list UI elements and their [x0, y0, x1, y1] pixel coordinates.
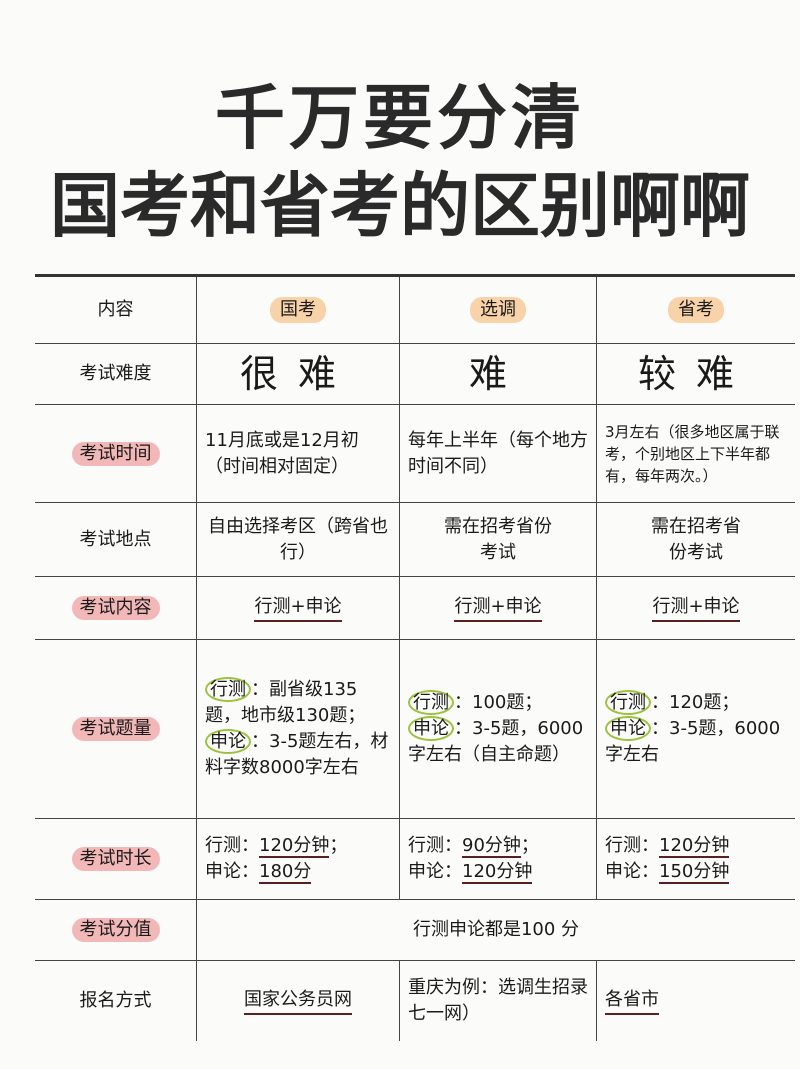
- header-shengkao: 省考: [597, 277, 795, 343]
- cell-value: 120分钟: [462, 861, 533, 884]
- cell-value: 120分钟: [659, 835, 730, 858]
- cell-text: ：120题；: [651, 692, 740, 713]
- comparison-table: 内容 国考 选调 省考 考试难度 很难 难 较难 考试时间 11月底或是12月初…: [35, 274, 795, 1041]
- row-content: 考试内容 行测+申论 行测+申论 行测+申论: [35, 577, 795, 640]
- cell: 行测 ：120题； 申论 ：3-5题，6000字左右: [597, 640, 795, 818]
- cell: 行测申论都是100 分: [412, 919, 580, 940]
- cell-text: ；: [520, 835, 539, 856]
- cell: 行测 ：副省级135题，地市级130题； 申论 ：3-5题左右，材料字数8000字左右: [197, 640, 400, 818]
- row-label: 考试时长: [35, 819, 197, 899]
- cell-text: 申论：: [605, 861, 659, 882]
- row-label: 考试难度: [35, 344, 197, 404]
- title-line-2: 国考和省考的区别啊啊: [50, 165, 750, 247]
- cell-text: 行测：: [205, 835, 259, 856]
- cell-text: 各省市: [605, 987, 659, 1015]
- cell-value: 150分钟: [659, 861, 730, 884]
- shenlun-circle: 申论: [408, 716, 454, 741]
- row-label: 考试题量: [35, 640, 197, 818]
- col-guokao: 国考: [270, 297, 326, 323]
- cell-text: 行测+申论: [652, 594, 740, 622]
- row-count: 考试题量 行测 ：副省级135题，地市级130题； 申论 ：3-5题左右，材料字数80…: [35, 640, 795, 819]
- cell-text: 行测+申论: [454, 594, 542, 622]
- row-label: 考试分值: [35, 900, 197, 960]
- header-label-text: 内容: [97, 299, 134, 320]
- row-label-text: 考试题量: [71, 717, 160, 741]
- cell: 行测+申论: [597, 577, 795, 639]
- row-label-text: 考试时间: [71, 441, 160, 466]
- row-place: 考试地点 自由选择考区（跨省也行） 需在招考省份考试 需在招考省份考试: [35, 503, 795, 577]
- cell: 每年上半年（每个地方时间不同）: [400, 405, 597, 502]
- row-score: 考试分值 行测申论都是100 分: [35, 900, 795, 961]
- row-time: 考试时间 11月底或是12月初（时间相对固定） 每年上半年（每个地方时间不同） …: [35, 405, 795, 503]
- cell: 很难: [197, 344, 400, 404]
- col-xuandiao: 选调: [470, 297, 526, 323]
- xingce-circle: 行测: [605, 690, 651, 715]
- cell-text: ；: [329, 835, 348, 856]
- cell: 需在招考省份考试: [651, 515, 741, 563]
- row-label-text: 考试时长: [71, 847, 160, 871]
- cell-text: 重庆为例：选调生招录七一网）: [408, 977, 588, 1024]
- header-xuandiao: 选调: [400, 277, 597, 343]
- cell-text: 行测+申论: [254, 594, 342, 622]
- header-label: 内容: [35, 277, 197, 343]
- cell-text: ：3-5题左右，材料字数8000字左右: [205, 731, 389, 778]
- cell: 行测+申论: [400, 577, 597, 639]
- cell: 国家公务员网: [197, 961, 400, 1041]
- cell: 难: [400, 344, 597, 404]
- title-line-1: 千万要分清: [215, 77, 585, 159]
- row-label-text: 考试内容: [71, 596, 160, 620]
- cell-text: 行测：: [605, 835, 659, 856]
- cell: 行测：120分钟 申论：150分钟: [597, 819, 795, 899]
- row-label: 报名方式: [35, 961, 197, 1041]
- row-signup: 报名方式 国家公务员网 重庆为例：选调生招录七一网） 各省市: [35, 961, 795, 1041]
- cell-value: 180分: [259, 861, 312, 884]
- xingce-circle: 行测: [408, 690, 454, 715]
- cell: 行测：120分钟； 申论：180分: [197, 819, 400, 899]
- cell: 行测：90分钟； 申论：120分钟: [400, 819, 597, 899]
- cell-value: 120分钟: [259, 835, 330, 858]
- cell: 需在招考省份考试: [400, 503, 597, 576]
- cell: 各省市: [597, 961, 795, 1041]
- cell-value: 90分钟: [462, 835, 521, 858]
- header-row: 内容 国考 选调 省考: [35, 277, 795, 344]
- row-duration: 考试时长 行测：120分钟； 申论：180分 行测：90分钟； 申论：120分钟 行…: [35, 819, 795, 900]
- cell: 11月底或是12月初（时间相对固定）: [197, 405, 400, 502]
- cell-text: 国家公务员网: [244, 987, 352, 1015]
- cell-text: ：3-5题，6000字左右（自主命题）: [408, 718, 584, 765]
- row-label-text: 考试分值: [71, 918, 160, 942]
- cell: 行测+申论: [197, 577, 400, 639]
- cell: 自由选择考区（跨省也行）: [197, 503, 400, 576]
- row-label: 考试时间: [35, 405, 197, 502]
- shenlun-circle: 申论: [605, 716, 651, 741]
- col-shengkao: 省考: [668, 297, 724, 323]
- row-label: 考试内容: [35, 577, 197, 639]
- row-label: 考试地点: [35, 503, 197, 576]
- cell-text: ：副省级135题，地市级130题；: [205, 679, 366, 726]
- xingce-circle: 行测: [205, 677, 251, 702]
- cell-text: ：100题；: [454, 692, 543, 713]
- row-difficulty: 考试难度 很难 难 较难: [35, 344, 795, 405]
- header-guokao: 国考: [197, 277, 400, 343]
- cell-text: ：3-5题，6000字左右: [605, 718, 781, 765]
- cell: 3月左右（很多地区属于联考，个别地区上下半年都有，每年两次。）: [605, 422, 780, 485]
- cell: 较难: [637, 352, 754, 396]
- cell-text: 行测：: [408, 835, 462, 856]
- shenlun-circle: 申论: [205, 729, 251, 754]
- cell: 重庆为例：选调生招录七一网）: [400, 961, 597, 1041]
- cell-text: 申论：: [205, 861, 259, 882]
- cell: 行测 ：100题； 申论 ：3-5题，6000字左右（自主命题）: [400, 640, 597, 818]
- cell-text: 申论：: [408, 861, 462, 882]
